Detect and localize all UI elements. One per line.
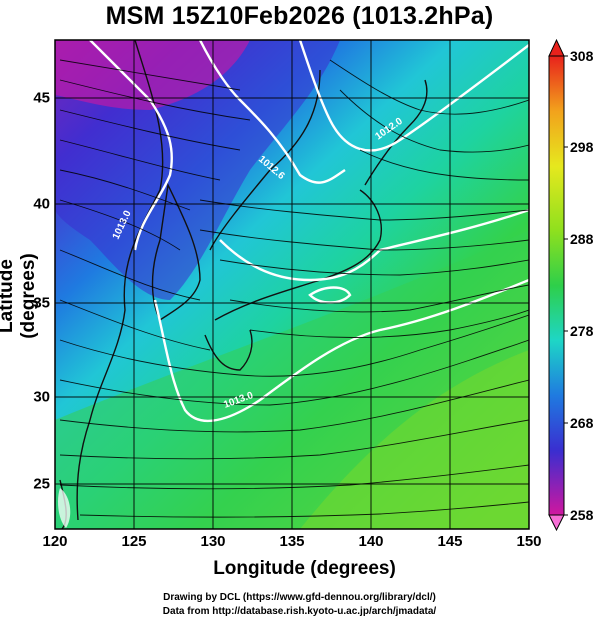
y-tick-label: 30: [33, 388, 50, 406]
x-tick-label: 140: [358, 533, 384, 550]
y-tick-label: 35: [33, 294, 50, 312]
map-title: MSM 15Z10Feb2026 (1013.2hPa): [105, 2, 494, 30]
credit-drawing: Drawing by DCL (https://www.gfd-dennou.o…: [163, 592, 436, 603]
x-tick-label: 120: [42, 533, 68, 550]
y-tick-label: 40: [33, 195, 50, 213]
x-tick-label: 130: [200, 533, 226, 550]
colorbar-tick-label: 278: [570, 323, 594, 339]
x-tick-label: 150: [516, 533, 542, 550]
x-tick-label: 135: [279, 533, 305, 550]
wind-streamlines: [59, 59, 529, 518]
x-axis-label: Longitude (degrees): [213, 558, 396, 579]
colorbar: [548, 38, 568, 532]
plot-frame: [54, 39, 530, 530]
colorbar-tick-label: 308: [570, 48, 594, 64]
graticule: [55, 40, 529, 529]
x-tick-label: 125: [121, 533, 147, 550]
credit-data-source: Data from http://database.rish.kyoto-u.a…: [162, 606, 437, 617]
colorbar-tick-label: 258: [570, 507, 594, 523]
y-tick-label: 25: [33, 475, 50, 493]
colorbar-tick-label: 268: [570, 415, 594, 431]
colorbar-tick-label: 288: [570, 231, 594, 247]
colorbar-tick-label: 298: [570, 139, 594, 155]
y-tick-label: 45: [33, 89, 50, 107]
x-tick-label: 145: [437, 533, 463, 550]
